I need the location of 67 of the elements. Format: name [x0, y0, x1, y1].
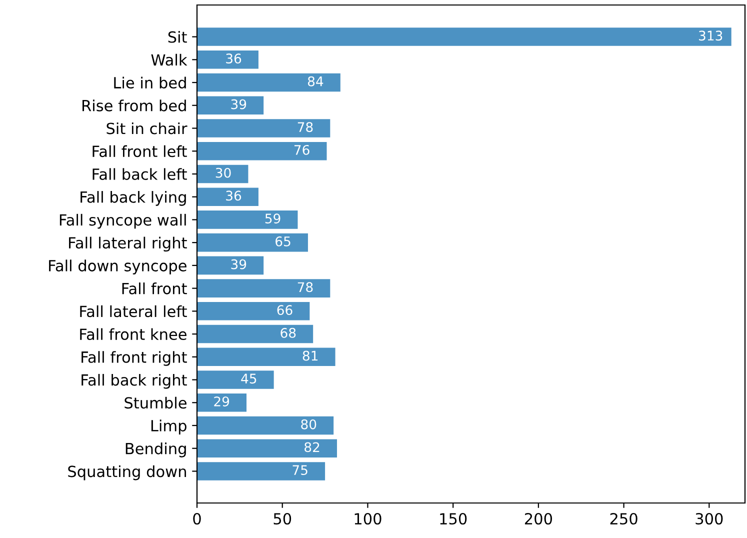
y-tick-label: Fall syncope wall: [60, 214, 186, 229]
bar: [197, 462, 326, 480]
bar: [197, 96, 264, 115]
bar: [197, 50, 258, 69]
data-label: 84: [308, 76, 324, 86]
y-tick-label: Fall back lying: [80, 191, 186, 206]
y-tick-label: Fall front: [122, 282, 187, 294]
y-tick-label: Fall back right: [82, 374, 187, 389]
bar: [197, 439, 337, 458]
y-tick-label: Fall back left: [92, 168, 187, 180]
data-label: 80: [301, 419, 316, 430]
bar: [197, 233, 308, 252]
x-tick-label: 50: [274, 512, 292, 525]
bar: [197, 164, 248, 184]
bar: [197, 279, 330, 298]
bar: [197, 324, 314, 344]
bar: [197, 188, 258, 206]
x-tick-label: 0: [193, 512, 201, 525]
y-tick-label: Fall lateral left: [80, 305, 187, 318]
x-tick-label: 100: [354, 512, 382, 525]
y-tick-label: Rise from bed: [82, 100, 186, 112]
data-label: 36: [226, 53, 242, 64]
data-label: 66: [277, 305, 292, 315]
bar: [197, 142, 327, 160]
y-tick-label: Fall front knee: [80, 328, 186, 340]
data-label: 29: [214, 396, 230, 406]
x-tick-label: 300: [696, 512, 723, 525]
data-label: 39: [231, 259, 246, 270]
bar: [197, 73, 340, 92]
y-tick-label: Fall front right: [82, 351, 187, 366]
data-label: 30: [216, 168, 231, 178]
data-label: 45: [241, 374, 256, 384]
y-tick-label: Stumble: [124, 396, 186, 409]
bar: [197, 210, 298, 229]
data-label: 82: [304, 442, 320, 452]
data-label: 78: [298, 122, 313, 132]
bar: [197, 119, 330, 138]
x-tick-label: 200: [524, 512, 552, 525]
bar: [197, 416, 334, 435]
data-label: 65: [276, 236, 290, 246]
bar: [197, 348, 336, 366]
y-tick-label: Squatting down: [68, 465, 186, 480]
data-label: 36: [226, 190, 242, 201]
y-tick-label: Sit: [168, 30, 187, 43]
y-tick-label: Lie in bed: [114, 76, 186, 89]
data-label: 59: [265, 214, 280, 224]
bar: [197, 393, 247, 412]
bar: [197, 28, 732, 46]
data-label: 313: [699, 30, 722, 41]
x-tick-label: 150: [440, 512, 467, 525]
y-tick-label: Bending: [126, 442, 186, 458]
y-tick-label: Limp: [151, 420, 186, 434]
data-label: 39: [231, 99, 246, 110]
data-label: 76: [294, 144, 310, 155]
data-label: 78: [298, 282, 313, 292]
y-tick-label: Sit in chair: [106, 122, 188, 134]
data-label: 75: [292, 465, 308, 476]
data-label: 81: [302, 350, 318, 361]
y-tick-label: Fall down syncope: [49, 260, 186, 274]
data-label: 68: [280, 328, 296, 338]
x-tick-label: 250: [610, 512, 638, 525]
bar: [197, 302, 310, 320]
y-tick-label: Walk: [151, 54, 188, 66]
bar: [197, 256, 264, 275]
y-tick-label: Fall front left: [92, 145, 187, 158]
bar: [197, 370, 274, 389]
y-tick-label: Fall lateral right: [69, 236, 187, 252]
